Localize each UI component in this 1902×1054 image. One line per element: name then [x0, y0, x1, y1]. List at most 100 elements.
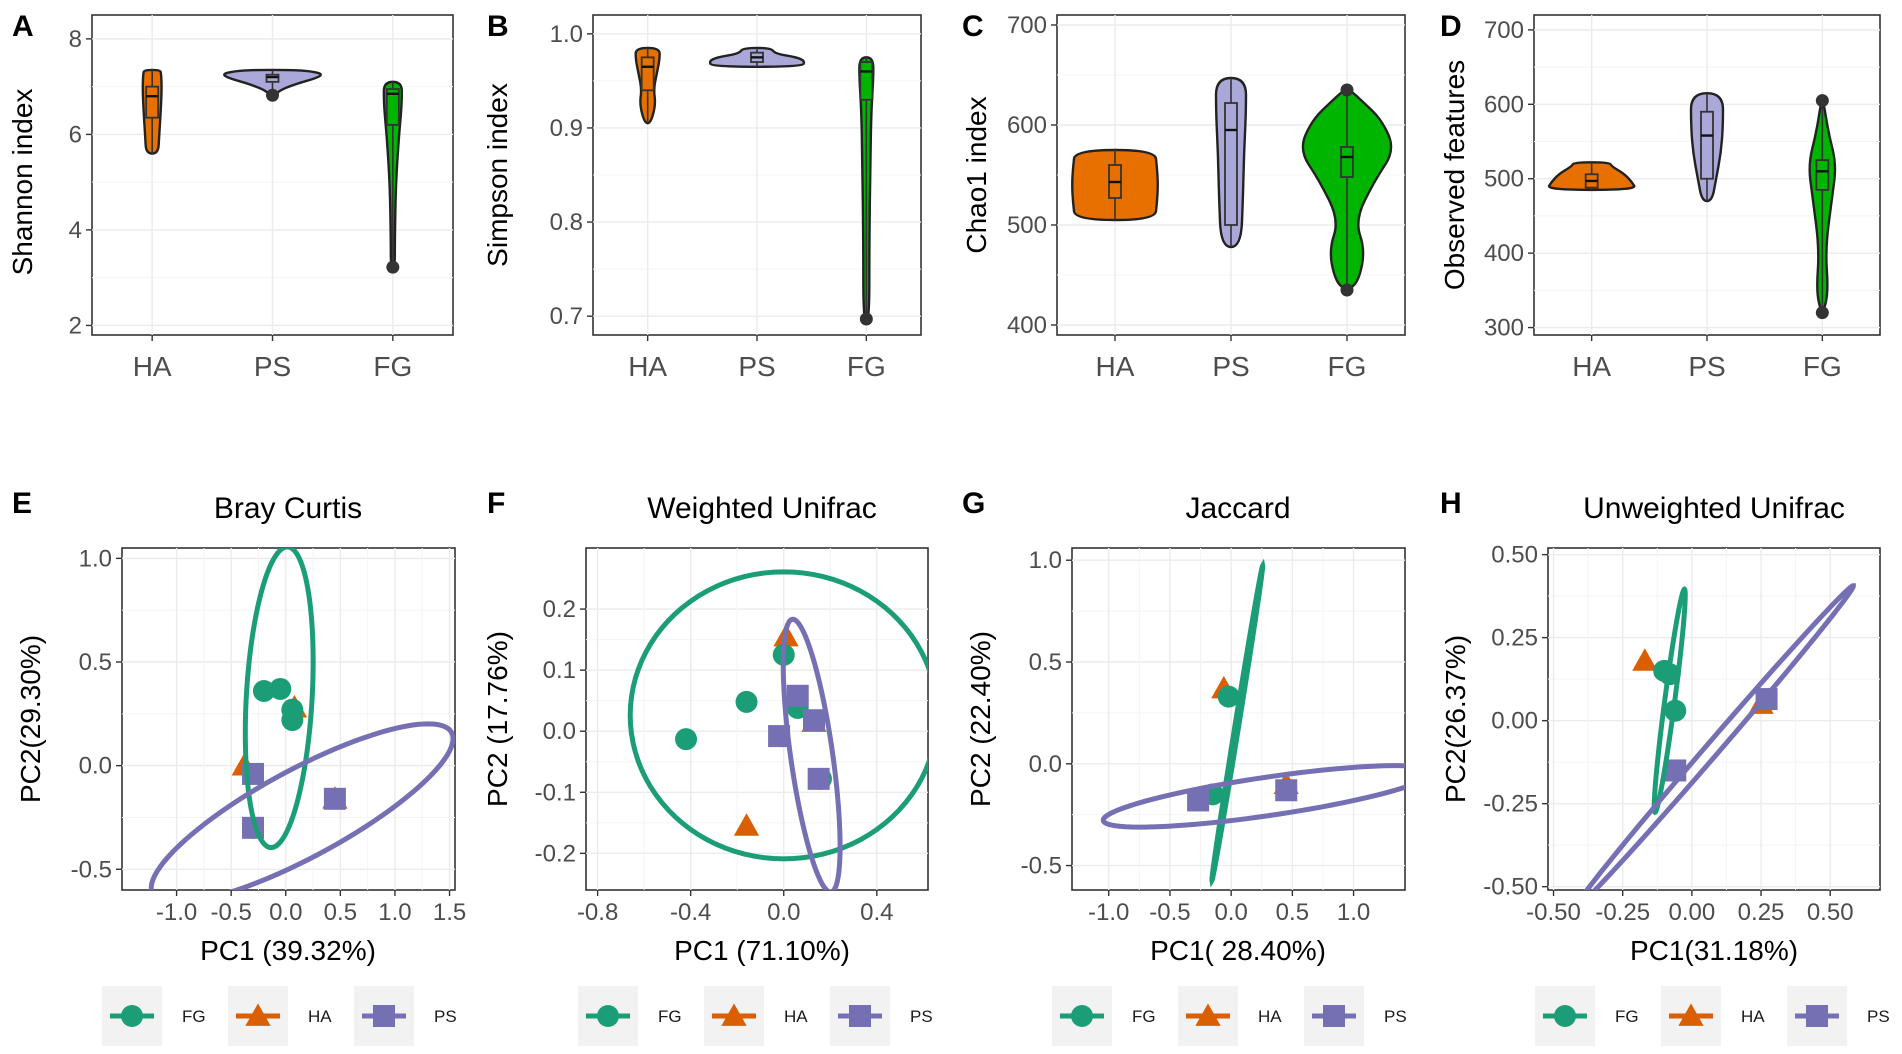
- y-tick-label: 0.1: [543, 657, 576, 684]
- legend: FG HA PS: [102, 986, 457, 1046]
- ellipse-PS: [1100, 763, 1405, 830]
- box-PS: [1700, 110, 1714, 180]
- panel-A: A 2 4 6 8 HA PS FG Shannon index: [7, 10, 454, 382]
- x-category-label: FG: [373, 351, 412, 382]
- x-category-label: HA: [1572, 351, 1611, 382]
- point-HA: [733, 813, 760, 836]
- legend-marker-FG: [597, 1005, 619, 1027]
- point-FG: [675, 728, 698, 751]
- panel-title: Weighted Unifrac: [647, 492, 877, 525]
- y-axis-label: Simpson index: [482, 83, 513, 267]
- point-FG: [281, 709, 304, 732]
- y-tick-label: 0.9: [550, 115, 583, 142]
- box-PS: [1224, 102, 1238, 226]
- legend-marker-PS: [849, 1005, 871, 1027]
- x-category-label: HA: [133, 351, 172, 382]
- y-tick-label: 0.25: [1491, 625, 1538, 652]
- legend-label-HA: HA: [1258, 1007, 1282, 1026]
- x-tick-label: 0.5: [324, 899, 357, 926]
- outlier-point: [1340, 83, 1354, 97]
- panel-letter-B: B: [487, 10, 509, 43]
- y-tick-label: 6: [69, 121, 82, 148]
- legend-label-HA: HA: [308, 1007, 332, 1026]
- point-PS: [807, 767, 830, 790]
- point-FG: [252, 680, 275, 703]
- legend-marker-HA: [1195, 1003, 1221, 1026]
- y-tick-label: 600: [1007, 112, 1047, 139]
- y-tick-label: 500: [1484, 166, 1524, 193]
- y-tick-label: 2: [69, 312, 82, 339]
- box-FG: [859, 61, 874, 101]
- x-category-label: HA: [628, 351, 667, 382]
- point-PS: [323, 787, 346, 810]
- box-HA: [640, 56, 655, 92]
- x-tick-label: -0.25: [1595, 899, 1650, 926]
- ellipse-FG: [627, 569, 928, 862]
- panel-title: Bray Curtis: [214, 492, 362, 525]
- panel-E: E -0.5 0.0 0.5 1.0 -1.0 -0.5 0.0 0.5 1.0 1.5 Bray C…: [12, 487, 466, 1046]
- y-axis-label: Observed features: [1439, 60, 1470, 290]
- x-tick-label: 0.0: [269, 899, 302, 926]
- y-tick-label: -0.25: [1483, 791, 1538, 818]
- legend-label-PS: PS: [910, 1007, 933, 1026]
- x-tick-label: 1.0: [378, 899, 411, 926]
- y-tick-label: 500: [1007, 212, 1047, 239]
- x-tick-label: 1.0: [1337, 899, 1370, 926]
- panel-H: H -0.50 -0.25 0.00 0.25 0.50 -0.50 -0.25 0.00 0.2…: [1440, 487, 1890, 1046]
- box-FG: [385, 88, 400, 126]
- legend-label-PS: PS: [434, 1007, 457, 1026]
- outlier-point: [1340, 283, 1354, 297]
- panel-letter-D: D: [1440, 10, 1462, 43]
- y-axis-label: PC2(29.30%): [15, 635, 46, 803]
- box-FG: [1815, 159, 1830, 191]
- legend-marker-FG: [1071, 1005, 1093, 1027]
- point-PS: [1275, 779, 1298, 802]
- panel-letter-F: F: [487, 487, 505, 520]
- y-axis-label: Shannon index: [7, 89, 38, 276]
- point-PS: [786, 684, 809, 707]
- y-tick-label: 400: [1484, 240, 1524, 267]
- point-PS: [803, 709, 825, 732]
- x-tick-label: -0.4: [670, 899, 711, 926]
- y-tick-label: -0.2: [535, 840, 576, 867]
- y-tick-label: 700: [1007, 12, 1047, 39]
- y-tick-label: -0.1: [535, 779, 576, 806]
- ellipse-FG: [1209, 558, 1266, 888]
- y-tick-label: 0.7: [550, 303, 583, 330]
- box-FG: [1340, 146, 1354, 178]
- legend-label-HA: HA: [784, 1007, 808, 1026]
- legend-label-FG: FG: [1132, 1007, 1156, 1026]
- y-tick-label: 0.5: [1029, 649, 1062, 676]
- y-tick-label: 600: [1484, 91, 1524, 118]
- y-axis-label: PC2 (17.76%): [482, 631, 513, 807]
- panel-letter-A: A: [12, 10, 34, 43]
- panel-letter-G: G: [962, 487, 985, 520]
- x-tick-label: -0.8: [577, 899, 618, 926]
- point-PS: [768, 725, 791, 748]
- y-tick-label: 0.5: [79, 649, 112, 676]
- ellipse-PS: [148, 721, 455, 890]
- point-HA: [1632, 648, 1658, 671]
- x-tick-label: 0.4: [860, 899, 893, 926]
- legend-label-FG: FG: [658, 1007, 682, 1026]
- y-tick-label: -0.5: [71, 856, 112, 883]
- x-category-label: FG: [1803, 351, 1842, 382]
- x-tick-label: 0.00: [1669, 899, 1716, 926]
- panel-letter-H: H: [1440, 487, 1462, 520]
- legend-marker-HA: [245, 1003, 271, 1026]
- panel-title: Unweighted Unifrac: [1583, 492, 1845, 525]
- y-axis-label: PC2 (22.40%): [965, 631, 996, 807]
- legend: FG HA PS: [578, 986, 933, 1046]
- outlier-point: [859, 312, 873, 326]
- y-tick-label: 0.0: [543, 718, 576, 745]
- x-tick-label: -1.0: [1088, 899, 1129, 926]
- x-tick-label: 0.0: [1214, 899, 1247, 926]
- y-tick-label: 8: [69, 26, 82, 53]
- x-category-label: PS: [1212, 351, 1249, 382]
- x-tick-label: -1.0: [156, 899, 197, 926]
- panel-letter-E: E: [12, 487, 32, 520]
- outlier-point: [1815, 94, 1829, 108]
- point-FG: [735, 690, 758, 713]
- x-axis-label: PC1 (71.10%): [674, 935, 850, 966]
- panel-D: D 300 400 500 600 700 HA PS FG Observed features: [1439, 10, 1881, 382]
